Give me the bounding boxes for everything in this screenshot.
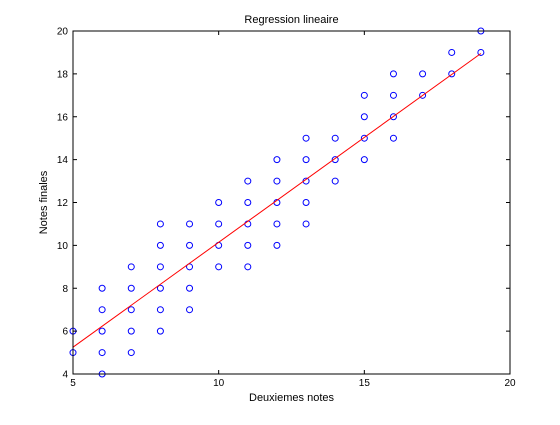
y-tick-label: 16 xyxy=(57,112,69,123)
y-tick-label: 12 xyxy=(57,198,69,209)
y-tick-label: 4 xyxy=(62,370,68,381)
data-point xyxy=(273,241,281,249)
data-point xyxy=(244,199,252,206)
data-point xyxy=(156,327,164,335)
data-point xyxy=(360,134,368,142)
x-tick-label: 20 xyxy=(504,378,516,389)
data-point xyxy=(98,306,106,314)
regression-line-layer xyxy=(72,53,482,348)
data-point xyxy=(244,177,252,185)
data-point xyxy=(127,284,135,292)
data-point xyxy=(127,327,135,335)
x-tick-label: 15 xyxy=(359,378,371,389)
y-axis-label: Notes finales xyxy=(38,170,50,234)
y-tick-label: 18 xyxy=(57,69,69,80)
data-point xyxy=(156,263,164,271)
data-point xyxy=(448,70,456,78)
data-point xyxy=(302,220,310,228)
plot-area xyxy=(73,31,510,374)
x-axis-label: Deuxiemes notes xyxy=(249,392,334,404)
x-tick-label: 10 xyxy=(213,378,225,389)
data-point xyxy=(98,349,106,357)
data-point xyxy=(273,177,281,185)
data-point xyxy=(331,156,339,164)
data-point xyxy=(186,241,194,249)
data-point xyxy=(419,70,427,78)
data-point xyxy=(273,156,281,164)
data-point xyxy=(98,327,106,335)
data-point xyxy=(186,284,194,292)
data-point xyxy=(244,241,252,249)
y-tick-label: 10 xyxy=(57,241,69,252)
data-point xyxy=(127,349,135,357)
data-point xyxy=(127,263,135,271)
data-point xyxy=(127,306,135,314)
chart-title: Regression lineaire xyxy=(244,14,338,26)
data-point xyxy=(389,91,397,99)
data-point xyxy=(215,220,223,228)
data-point xyxy=(389,134,397,142)
data-point xyxy=(419,91,427,99)
data-point xyxy=(302,134,310,142)
data-point xyxy=(186,220,194,228)
data-point xyxy=(215,199,223,206)
data-point xyxy=(156,241,164,249)
data-point xyxy=(156,284,164,292)
data-point xyxy=(360,113,368,121)
data-point xyxy=(186,306,194,314)
data-point xyxy=(331,177,339,185)
data-point xyxy=(156,306,164,314)
data-point xyxy=(273,220,281,228)
y-tick-label: 14 xyxy=(57,155,69,166)
y-tick-label: 6 xyxy=(62,327,68,338)
data-point xyxy=(477,48,485,56)
data-point xyxy=(302,156,310,164)
data-point xyxy=(360,156,368,164)
data-point xyxy=(156,220,164,228)
y-tick-label: 8 xyxy=(62,284,68,295)
data-point xyxy=(389,113,397,121)
data-point xyxy=(244,263,252,271)
y-tick-label: 20 xyxy=(57,27,69,38)
x-tick-label: 5 xyxy=(70,378,76,389)
axis-ticks: 5 10 15 20 4 6 8 10 12 14 16 18 20 xyxy=(57,27,516,390)
data-point xyxy=(98,284,106,292)
data-point xyxy=(448,48,456,56)
data-point xyxy=(331,134,339,142)
regression-line xyxy=(72,53,482,348)
data-point xyxy=(215,263,223,271)
data-point xyxy=(389,70,397,78)
data-point xyxy=(360,91,368,99)
data-point xyxy=(302,199,310,206)
